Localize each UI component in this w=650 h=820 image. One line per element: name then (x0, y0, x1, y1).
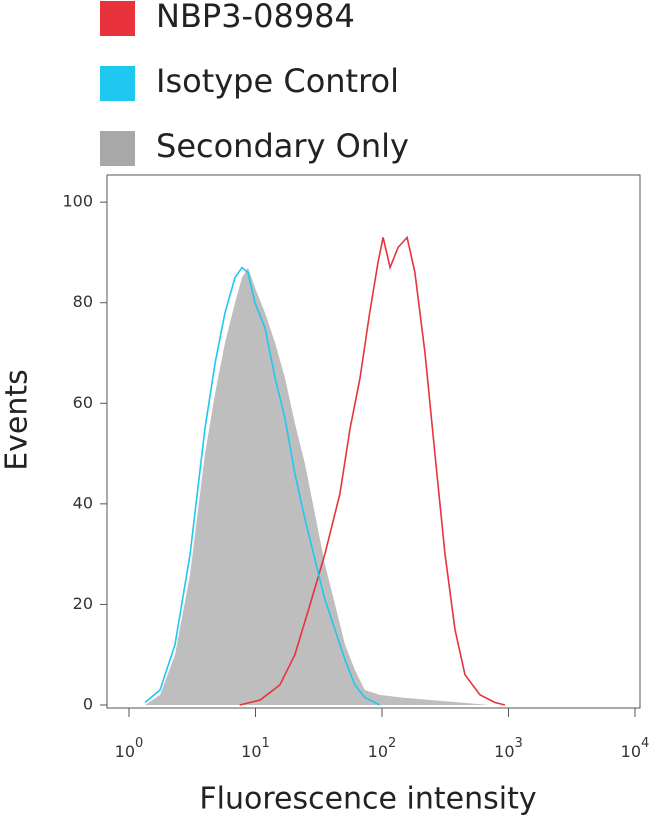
y-tick-label: 80 (73, 292, 93, 311)
x-tick-base: 10 (494, 742, 514, 761)
y-axis-label: Events (0, 369, 35, 471)
histogram-area (145, 267, 490, 705)
y-tick-label: 100 (62, 192, 93, 211)
x-tick-label: 100 (115, 736, 144, 761)
histogram-line (239, 235, 506, 706)
y-tick-label: 0 (83, 694, 93, 713)
legend-label: Secondary Only (156, 127, 409, 165)
x-tick-exponent: 1 (262, 736, 270, 751)
y-tick-label: 20 (73, 594, 93, 613)
x-tick-label: 103 (494, 736, 523, 761)
histogram-line (144, 266, 381, 706)
x-tick-base: 10 (621, 742, 641, 761)
x-tick-base: 10 (115, 742, 135, 761)
legend-swatch (100, 1, 135, 36)
x-tick-exponent: 3 (515, 736, 523, 751)
y-tick-label: 60 (73, 393, 93, 412)
x-tick-exponent: 0 (135, 736, 143, 751)
x-tick-exponent: 2 (388, 736, 396, 751)
y-tick-label: 40 (73, 493, 93, 512)
x-tick-base: 10 (368, 742, 388, 761)
x-axis-label: Fluorescence intensity (199, 782, 536, 817)
legend-swatch (100, 66, 135, 101)
legend-label: Isotype Control (156, 62, 399, 100)
plot-frame (106, 174, 641, 709)
x-tick-label: 104 (621, 736, 650, 761)
legend-label: NBP3-08984 (156, 0, 355, 35)
x-tick-label: 101 (241, 736, 270, 761)
x-tick-base: 10 (241, 742, 261, 761)
x-tick-exponent: 4 (641, 736, 649, 751)
legend-swatch (100, 131, 135, 166)
x-tick-label: 102 (368, 736, 397, 761)
